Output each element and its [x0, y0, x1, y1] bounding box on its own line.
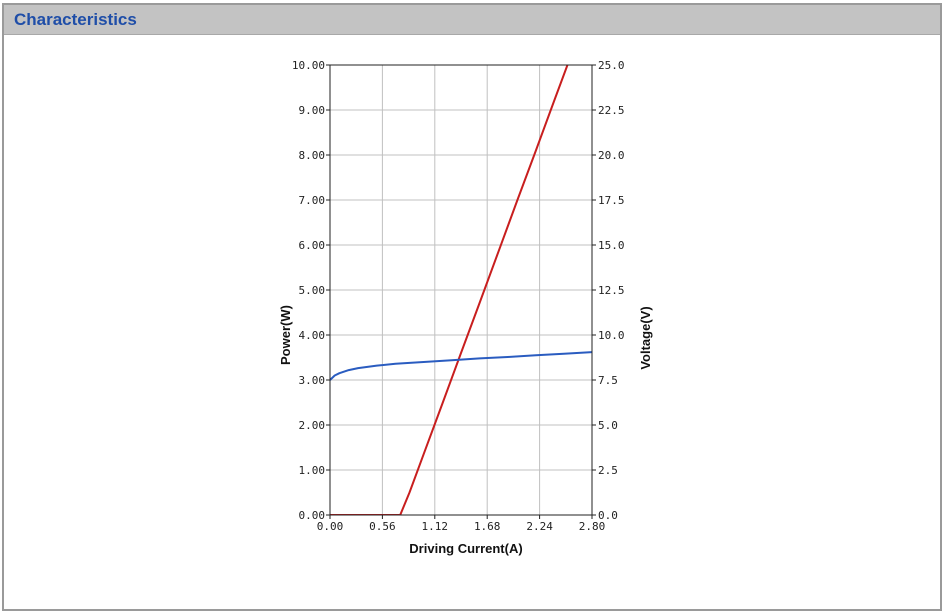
x-tick-label: 1.68: [474, 520, 501, 533]
y-tick-label: 5.00: [299, 284, 326, 297]
y-tick-label: 8.00: [299, 149, 326, 162]
y2-tick-label: 12.5: [598, 284, 625, 297]
panel-title: Characteristics: [14, 9, 137, 29]
axis-ticks: 0.00 0.56 1.12 1.68 2.24 2.80 0.00 1.00 2.00 3.00…: [292, 59, 625, 533]
x-axis-title: Driving Current(A): [409, 541, 522, 556]
y-tick-label: 1.00: [299, 464, 326, 477]
y2-tick-label: 15.0: [598, 239, 625, 252]
y2-tick-label: 17.5: [598, 194, 625, 207]
series-line-power: [330, 65, 569, 515]
plot-frame: [329, 64, 593, 516]
x-tick-label: 0.56: [369, 520, 396, 533]
y-tick-label: 10.00: [292, 59, 325, 72]
y-tick-label: 7.00: [299, 194, 326, 207]
y2-tick-label: 25.0: [598, 59, 625, 72]
y2-tick-label: 0.0: [598, 509, 618, 522]
y2-axis-title: Voltage(V): [638, 306, 653, 369]
y2-tick-label: 2.5: [598, 464, 618, 477]
x-tick-label: 2.80: [579, 520, 606, 533]
y-tick-label: 3.00: [299, 374, 326, 387]
y2-tick-label: 10.0: [598, 329, 625, 342]
y2-tick-label: 7.5: [598, 374, 618, 387]
grid: [330, 65, 592, 515]
series-line-voltage: [330, 351, 592, 381]
y-tick-label: 4.00: [299, 329, 326, 342]
x-tick-label: 0.00: [317, 520, 344, 533]
y2-tick-label: 22.5: [598, 104, 625, 117]
y2-tick-label: 20.0: [598, 149, 625, 162]
x-tick-label: 2.24: [526, 520, 553, 533]
y-axis-title: Power(W): [278, 305, 293, 365]
y-tick-label: 6.00: [299, 239, 326, 252]
y-tick-label: 9.00: [299, 104, 326, 117]
y-tick-label: 2.00: [299, 419, 326, 432]
x-tick-label: 1.12: [422, 520, 449, 533]
y-tick-label: 0.00: [299, 509, 326, 522]
series-group: [330, 65, 592, 515]
y2-tick-label: 5.0: [598, 419, 618, 432]
panel-header: Characteristics: [4, 5, 940, 35]
